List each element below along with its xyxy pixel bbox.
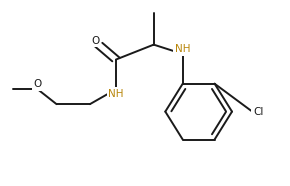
Text: O: O <box>92 36 100 46</box>
Text: NH: NH <box>108 89 124 99</box>
Text: O: O <box>34 79 42 89</box>
Text: O: O <box>92 36 100 46</box>
Text: NH: NH <box>175 44 191 54</box>
Text: Cl: Cl <box>253 107 263 117</box>
Text: NH: NH <box>175 44 191 54</box>
Text: Cl: Cl <box>253 107 263 117</box>
Text: O: O <box>34 79 42 89</box>
Text: NH: NH <box>108 89 124 99</box>
